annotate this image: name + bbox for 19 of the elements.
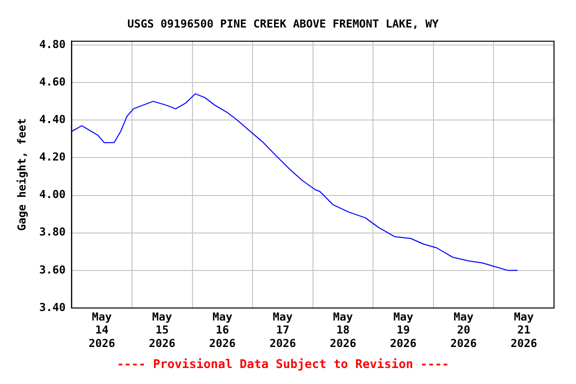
y-tick-label: 4.80 [39,38,66,51]
y-tick-label: 3.80 [39,226,66,239]
x-tick-label: May 21 2026 [510,310,538,350]
chart-title: USGS 09196500 PINE CREEK ABOVE FREMONT LAKE, WY [127,17,440,30]
x-tick-label: May 14 2026 [88,310,116,350]
x-tick-label: May 16 2026 [209,310,236,350]
y-tick-label: 3.60 [39,263,66,276]
text: ---- Provisional Data Subject to Revision ---- [116,356,450,371]
y-tick-label: 4.60 [39,75,66,88]
x-tick-label: May 19 2026 [390,310,417,350]
y-tick-label: 4.20 [39,150,66,164]
y-tick-label: 4.40 [39,112,66,126]
x-tick-label: May 20 2026 [450,310,478,350]
x-tick-label: May 18 2026 [330,310,357,350]
x-tick-label: May 17 2026 [269,310,296,350]
y-tick-label: 3.40 [39,300,66,314]
y-axis-title: Gage height, feet [15,118,28,231]
y-tick-label: 4.00 [39,188,66,202]
x-tick-label: May 15 2026 [148,310,176,350]
